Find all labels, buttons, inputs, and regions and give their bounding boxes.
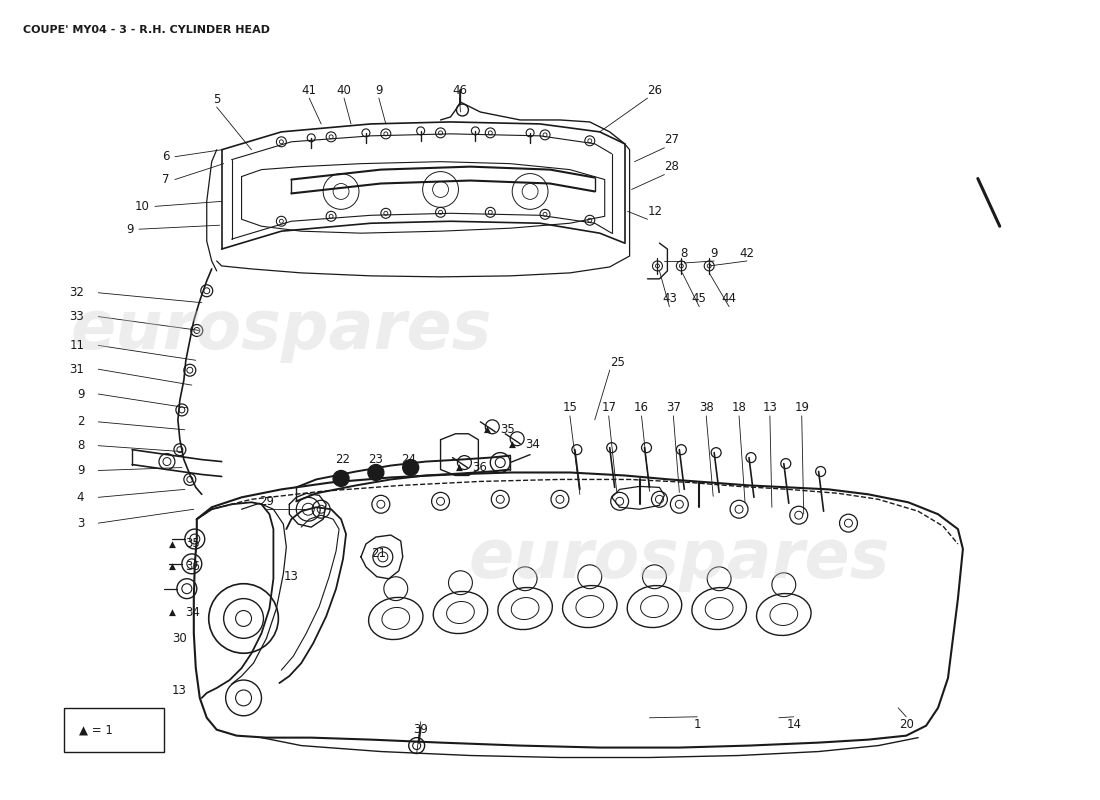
Text: 43: 43	[662, 292, 676, 306]
Text: COUPE' MY04 - 3 - R.H. CYLINDER HEAD: COUPE' MY04 - 3 - R.H. CYLINDER HEAD	[23, 25, 270, 34]
Text: 13: 13	[284, 570, 299, 583]
Text: 12: 12	[648, 205, 662, 218]
Text: 11: 11	[69, 339, 85, 352]
Text: 32: 32	[69, 286, 85, 299]
Text: 36: 36	[472, 461, 487, 474]
Text: 15: 15	[562, 402, 578, 414]
Text: 18: 18	[732, 402, 747, 414]
Text: 34: 34	[525, 438, 540, 451]
Text: 7: 7	[163, 173, 169, 186]
Text: 9: 9	[126, 222, 134, 236]
Text: 28: 28	[664, 160, 680, 173]
Text: 35: 35	[185, 538, 199, 550]
Text: 8: 8	[681, 246, 688, 259]
Text: 46: 46	[452, 84, 468, 97]
Text: 44: 44	[722, 292, 737, 306]
Bar	[65, 708, 164, 751]
Circle shape	[367, 465, 384, 481]
Text: eurospares: eurospares	[70, 298, 492, 363]
Text: 27: 27	[664, 134, 680, 146]
Text: 30: 30	[172, 632, 187, 645]
Text: 3: 3	[77, 517, 85, 530]
Text: 24: 24	[402, 453, 416, 466]
Text: 13: 13	[762, 402, 778, 414]
Text: 1: 1	[693, 718, 701, 731]
Circle shape	[403, 459, 419, 475]
Text: 17: 17	[602, 402, 616, 414]
Text: ▲: ▲	[168, 608, 175, 617]
Text: 29: 29	[258, 494, 274, 508]
Text: ▲ = 1: ▲ = 1	[79, 723, 113, 736]
Text: 21: 21	[372, 547, 386, 561]
Text: ▲: ▲	[168, 562, 175, 571]
Text: 33: 33	[69, 310, 85, 323]
Text: 39: 39	[414, 723, 428, 736]
Text: 6: 6	[163, 150, 169, 163]
Text: ▲: ▲	[484, 426, 491, 434]
Text: eurospares: eurospares	[469, 526, 890, 592]
Text: 10: 10	[135, 200, 150, 213]
Text: 38: 38	[698, 402, 714, 414]
Text: 5: 5	[213, 93, 220, 106]
Text: 34: 34	[185, 606, 200, 619]
Text: 19: 19	[794, 402, 810, 414]
Text: 9: 9	[77, 387, 85, 401]
Circle shape	[333, 470, 349, 486]
Text: 45: 45	[692, 292, 706, 306]
Text: 14: 14	[786, 718, 801, 731]
Text: 2: 2	[77, 415, 85, 428]
Text: 8: 8	[77, 439, 85, 452]
Text: 35: 35	[500, 423, 515, 436]
Text: ▲: ▲	[456, 463, 463, 472]
Text: 41: 41	[301, 84, 317, 97]
Text: 36: 36	[185, 560, 200, 574]
Text: 40: 40	[337, 84, 352, 97]
Text: 37: 37	[666, 402, 681, 414]
Text: 23: 23	[368, 453, 383, 466]
Text: 31: 31	[69, 362, 85, 376]
Text: ▲: ▲	[168, 539, 175, 549]
Text: 9: 9	[711, 246, 718, 259]
Text: 42: 42	[739, 246, 755, 259]
Text: 9: 9	[77, 464, 85, 477]
Text: 20: 20	[899, 718, 914, 731]
Text: 13: 13	[172, 685, 187, 698]
Text: 22: 22	[336, 453, 351, 466]
Text: 16: 16	[634, 402, 649, 414]
Text: 25: 25	[609, 356, 625, 369]
Text: ▲: ▲	[509, 440, 516, 449]
Text: 9: 9	[375, 84, 383, 97]
Text: 4: 4	[77, 491, 85, 504]
Text: 26: 26	[648, 84, 662, 97]
